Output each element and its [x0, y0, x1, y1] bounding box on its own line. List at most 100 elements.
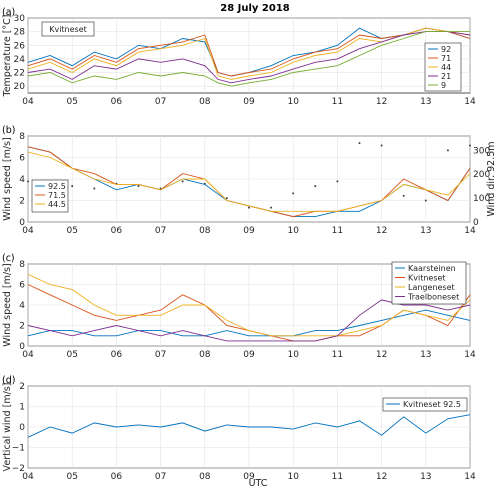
y2-tick-label: 0 [473, 218, 479, 228]
panel-label: (c) [2, 253, 15, 264]
series-line [27, 273, 471, 337]
x-tick-label: 04 [22, 226, 34, 236]
legend-label: Langeneset [408, 283, 455, 292]
scatter-point [248, 206, 250, 209]
scatter-point [358, 142, 361, 145]
series-line [27, 31, 471, 84]
y-tick-label: 1 [19, 403, 25, 413]
panel-1: 04 05 06 07 08 09 10 11 12 13 14 20 22 24 26 28 30Temper… [2, 7, 476, 107]
panel-3: 04 05 06 07 08 09 10 11 12 13 14 0 2 4 6 8 Wind speed [m… [2, 253, 476, 360]
scatter-point [27, 180, 29, 183]
x-tick-label: 10 [287, 472, 299, 482]
x-tick-label: 12 [376, 350, 387, 360]
series-line [27, 151, 471, 212]
y-tick-label: 24 [14, 55, 26, 65]
x-tick-label: 05 [66, 350, 77, 360]
scatter-point [137, 185, 140, 188]
panel-label: (b) [2, 125, 15, 136]
y-axis-label: Wind speed [m/s] [2, 263, 13, 346]
x-tick-label: 09 [243, 97, 255, 107]
y2-tick-label: 200 [473, 170, 490, 180]
y-tick-label: 0 [19, 423, 25, 433]
x-tick-label: 06 [111, 350, 123, 360]
x-tick-label: 08 [199, 97, 211, 107]
y-tick-label: 28 [14, 28, 26, 38]
y-tick-label: 6 [19, 281, 25, 291]
y2-axis-label: Wind dir. 92.5m [486, 141, 497, 216]
x-tick-label: 06 [111, 472, 123, 482]
legend-label: Traelboneset [407, 293, 459, 302]
y-tick-label: 8 [19, 260, 25, 270]
x-tick-label: 07 [155, 350, 166, 360]
x-tick-label: 09 [243, 226, 255, 236]
x-tick-label: 14 [464, 97, 476, 107]
legend-label: Kvitneset [408, 274, 446, 283]
x-tick-label: 09 [243, 472, 255, 482]
legend-label: 71 [441, 54, 451, 63]
x-tick-label: 08 [199, 226, 211, 236]
legend-box [382, 397, 468, 412]
y-tick-label: 2 [19, 382, 25, 392]
x-tick-label: 13 [420, 226, 431, 236]
scatter-point [181, 180, 184, 183]
x-tick-label: 10 [287, 350, 299, 360]
scatter-point [336, 180, 339, 183]
scatter-point [380, 144, 383, 147]
legend-label: 71.5 [48, 191, 66, 200]
x-tick-label: 05 [66, 472, 77, 482]
scatter-point [292, 192, 295, 195]
y-axis-label: Temperature [°C] [2, 15, 13, 98]
y-tick-label: 0 [19, 218, 25, 228]
y-axis-label: Vertical wind [m/s] [2, 383, 13, 472]
x-tick-label: 14 [464, 350, 476, 360]
x-tick-label: 05 [66, 226, 77, 236]
x-tick-label: 12 [376, 226, 387, 236]
legend-box [31, 179, 69, 213]
x-tick-label: 13 [420, 472, 431, 482]
y-tick-label: −1 [12, 444, 25, 454]
legend-label: 21 [441, 72, 451, 81]
x-tick-label: 13 [420, 350, 431, 360]
legend-label: 44 [441, 63, 451, 72]
scatter-point [469, 144, 471, 147]
x-tick-label: 06 [111, 97, 123, 107]
y-tick-label: 6 [19, 154, 25, 164]
scatter-point [93, 187, 96, 190]
legend-label: Kvitneset 92.5 [403, 400, 461, 409]
series-line [27, 309, 471, 337]
y-tick-label: 0 [19, 342, 25, 352]
x-tick-label: 08 [199, 350, 211, 360]
y-tick-label: 2 [19, 197, 25, 207]
series-line [27, 414, 471, 438]
y-tick-label: 8 [19, 132, 25, 142]
x-tick-label: 11 [332, 350, 343, 360]
x-axis-label: UTC [249, 478, 268, 489]
legend-label: 44.5 [48, 200, 66, 209]
scatter-point [270, 206, 273, 209]
x-tick-label: 10 [287, 226, 299, 236]
scatter-point [424, 199, 427, 202]
x-tick-label: 04 [22, 472, 34, 482]
x-tick-label: 06 [111, 226, 123, 236]
figure-title: 28 July 2018 [220, 3, 290, 14]
y2-tick-label: 100 [473, 194, 490, 204]
x-tick-label: 08 [199, 472, 211, 482]
y-tick-label: 22 [14, 69, 25, 79]
scatter-point [446, 149, 449, 152]
panel-label: (d) [2, 375, 15, 386]
y-tick-label: 30 [14, 14, 26, 24]
y-tick-label: 20 [14, 82, 26, 92]
x-tick-label: 07 [155, 226, 166, 236]
y2-tick-label: 300 [473, 146, 490, 156]
legend-label: 9 [441, 81, 446, 90]
x-tick-label: 05 [66, 97, 77, 107]
x-tick-label: 12 [376, 97, 387, 107]
x-tick-label: 13 [420, 97, 431, 107]
x-tick-label: 07 [155, 97, 166, 107]
series-line [27, 31, 470, 87]
x-tick-label: 10 [287, 97, 299, 107]
x-tick-label: 04 [22, 350, 34, 360]
